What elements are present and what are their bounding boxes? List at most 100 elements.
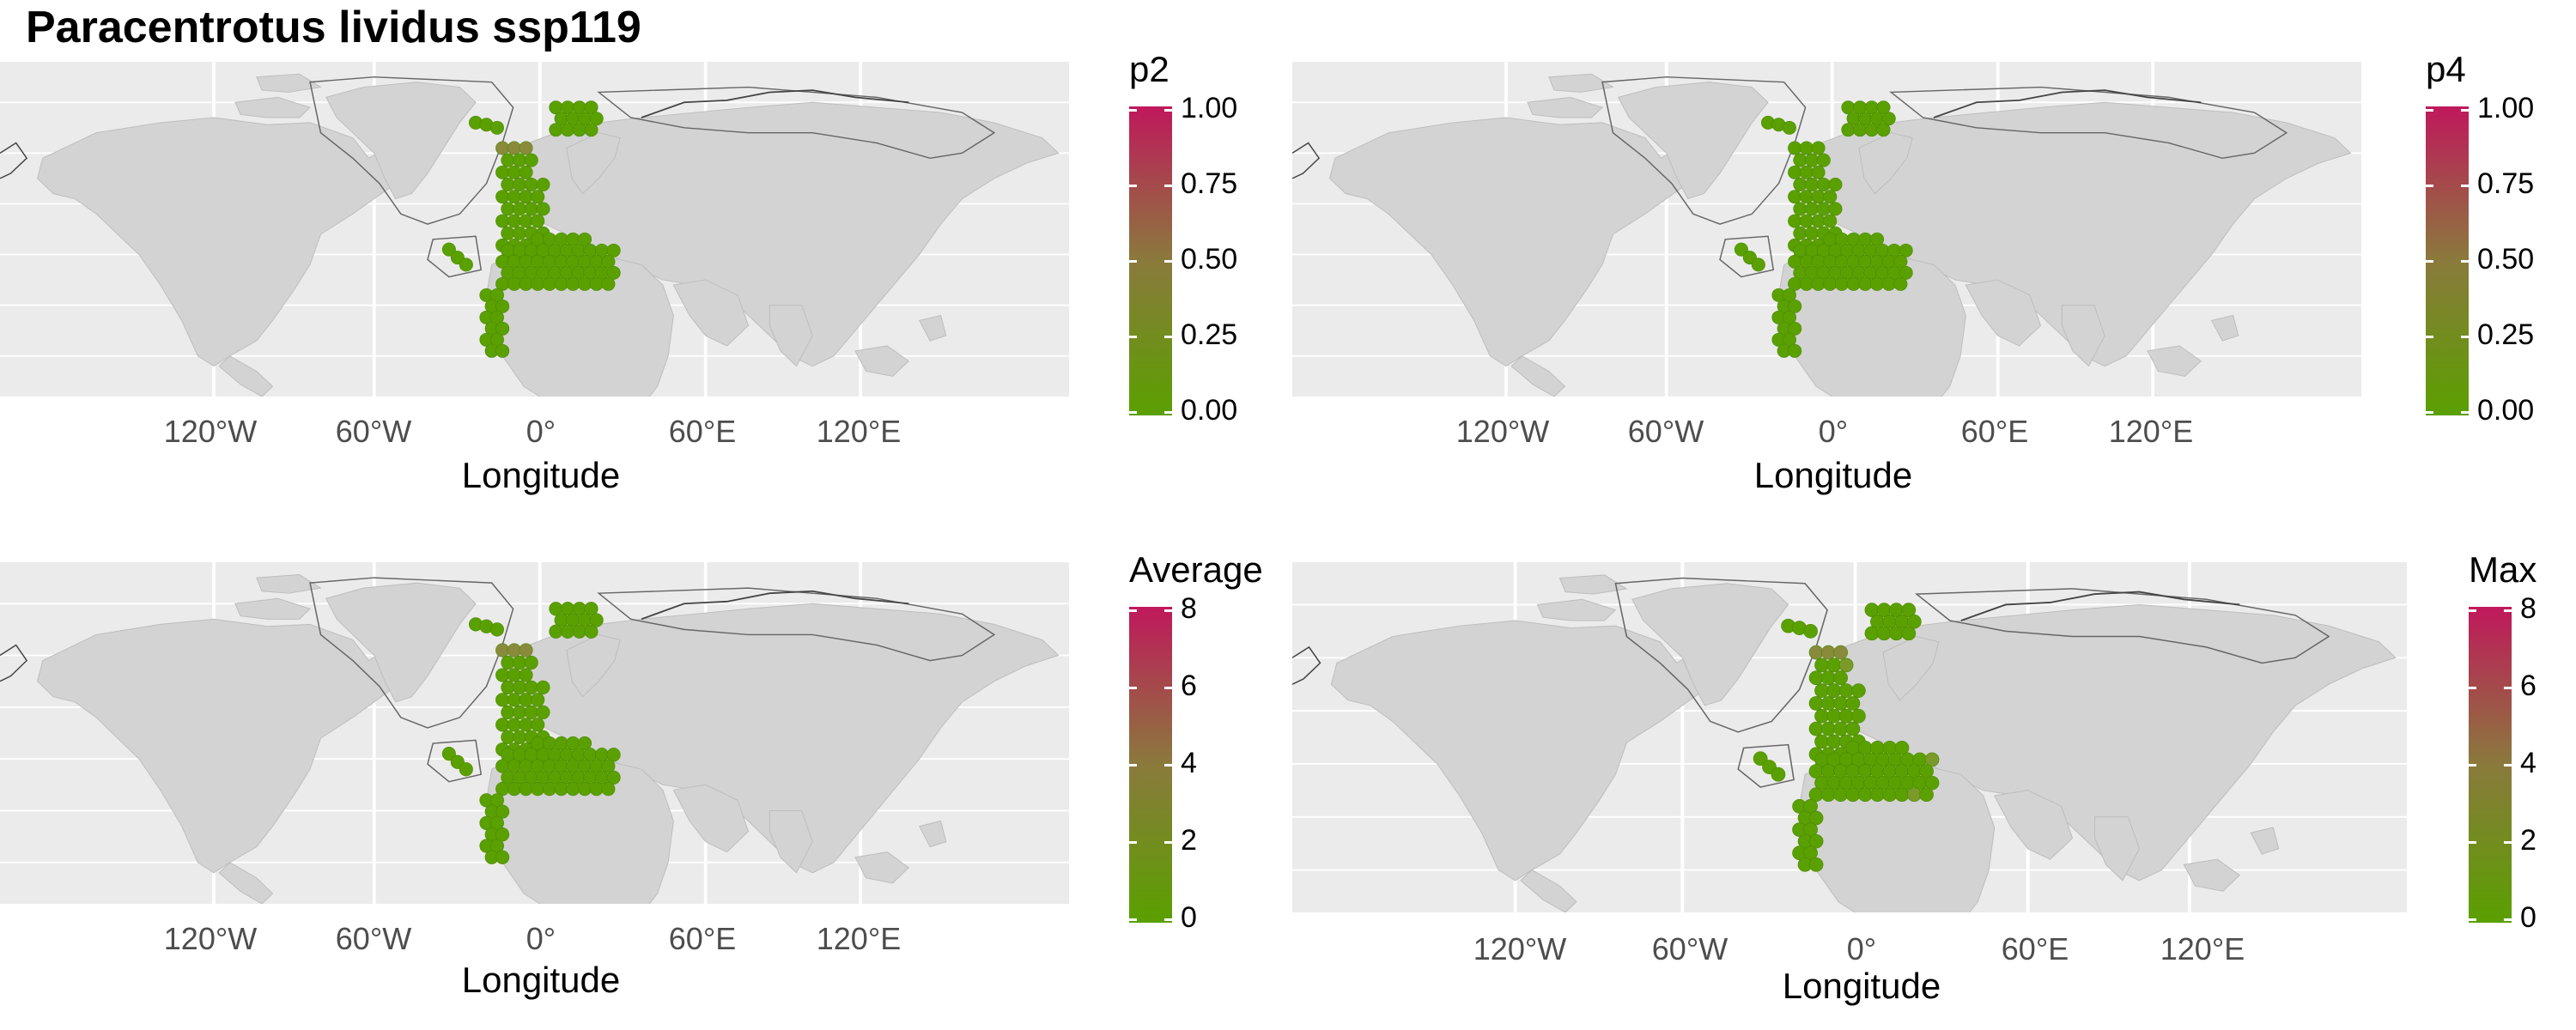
legend-tickmark [1129,609,1137,612]
study-region-outline [309,76,514,225]
suitability-cell [1793,178,1807,191]
suitability-cell [1851,708,1866,724]
suitability-cell [1816,202,1831,216]
suitability-cell [1876,123,1891,137]
suitability-cell [606,748,621,762]
suitability-cell [489,839,504,853]
study-region-outline [1719,235,1775,278]
land-polygon [1558,574,1628,595]
land-polygon [918,314,947,342]
suitability-cell [507,643,521,657]
suitability-cell [1808,810,1824,826]
suitability-cell [1820,670,1836,686]
suitability-cell [1901,603,1917,617]
land-polygon [2210,314,2239,342]
legend-title: Average [1129,549,1263,590]
suitability-cell [495,299,510,313]
legend-tickmark [1164,918,1172,921]
legend-label: 0.50 [1181,243,1238,276]
suitability-cell [1782,120,1796,135]
suitability-cell [1805,178,1820,191]
suitability-cell [566,276,580,291]
suitability-cell [1833,721,1848,736]
suitability-cell [531,276,545,291]
suitability-cell [1841,123,1856,137]
suitability-cell [513,178,527,191]
suitability-cell [489,120,504,135]
suitability-cell [1808,696,1824,711]
study-region-outline [597,587,996,662]
suitability-cell [1799,141,1814,155]
suitability-cell [1833,670,1848,686]
suitability-cell [1881,112,1896,126]
suitability-cell [1846,276,1861,291]
suitability-cell [542,276,556,291]
suitability-cell [531,718,545,732]
legend-label: 0.75 [2477,167,2535,200]
suitability-cell [489,793,504,808]
legend-tickmark [1164,687,1172,689]
suitability-cell [513,226,527,240]
legend-tickmark [2426,109,2433,112]
suitability-cell [577,736,592,751]
x-tick-label: 60°W [335,414,412,449]
suitability-cell [589,112,604,126]
suitability-cell [1828,202,1843,216]
legend-label: 0.25 [1181,318,1238,351]
suitability-cell [554,276,568,291]
suitability-cell [524,202,538,216]
suitability-cell [589,613,604,627]
suitability-cell [507,718,521,732]
suitability-cell [524,178,538,191]
x-tick-label: 0° [1818,414,1849,449]
suitability-cell [1811,214,1826,228]
map-plot-area [1292,562,2407,912]
coastline [0,142,28,179]
land-polygon [256,73,322,93]
legend-tickmark [2426,411,2433,414]
legend-tickmark [2504,687,2512,689]
suitability-cell [507,214,521,228]
land-polygon [234,597,311,620]
land-polygon [325,82,477,200]
study-region-outline [597,86,996,159]
legend-tickmark [1164,336,1172,338]
suitability-cell [1788,343,1802,358]
suitability-cell [572,123,586,137]
suitability-cell [531,190,545,204]
suitability-cell [601,781,616,797]
suitability-cell [1924,752,1940,767]
land-polygon [1536,598,1617,621]
x-axis-label: Longitude [1782,966,1941,1006]
suitability-cell [495,643,510,657]
suitability-cell [1869,276,1885,291]
legend-tickmark [1129,918,1137,921]
suitability-cell [1864,626,1880,641]
suitability-cell [519,668,533,682]
suitability-cell [531,781,545,797]
suitability-cell [584,123,598,137]
land-polygon [1329,117,1699,367]
suitability-cell [606,243,621,258]
study-region-outline [427,235,483,278]
suitability-cell [1882,787,1898,803]
suitability-cell [507,141,521,155]
legend-title: Max [2469,549,2537,590]
suitability-cell [519,141,533,155]
suitability-cell [1803,624,1818,639]
suitability-cell [536,178,550,191]
coastline [1933,89,2202,118]
suitability-cell [1803,822,1818,837]
suitability-cell [495,827,510,842]
suitability-cell [489,310,504,324]
x-tick-label: 120°E [2160,931,2245,966]
land-polygon [1882,636,1940,701]
land-polygon [37,618,407,874]
suitability-cell [1893,254,1908,269]
suitability-cell [1893,276,1908,291]
suitability-cell [495,321,510,336]
study-region-outline [1601,76,1807,225]
x-tick-label: 0° [526,414,556,449]
suitability-cell [566,781,580,797]
suitability-cell [501,655,515,670]
